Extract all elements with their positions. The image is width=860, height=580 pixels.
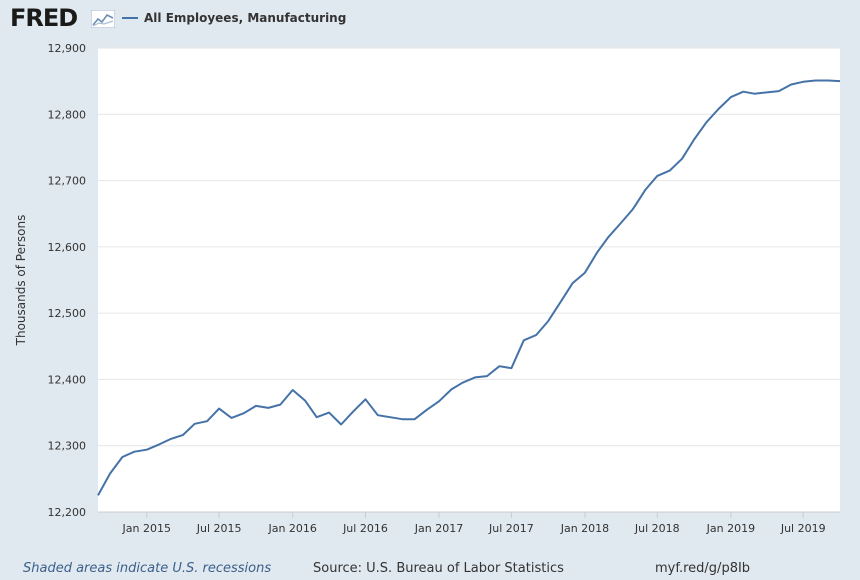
x-tick-label: Jan 2018	[560, 522, 609, 535]
data-point[interactable]	[290, 388, 295, 393]
data-point[interactable]	[595, 250, 600, 255]
data-point[interactable]	[314, 415, 319, 420]
legend-swatch	[122, 17, 138, 19]
data-point[interactable]	[96, 493, 101, 498]
data-point[interactable]	[558, 299, 563, 304]
data-point[interactable]	[437, 399, 442, 404]
data-point[interactable]	[813, 78, 818, 83]
data-point[interactable]	[801, 79, 806, 84]
x-tick-label: Jan 2019	[706, 522, 755, 535]
x-tick-label: Jan 2016	[267, 522, 316, 535]
data-point[interactable]	[253, 403, 258, 408]
x-tick-label: Jan 2015	[122, 522, 171, 535]
plot-area	[98, 48, 840, 512]
data-point[interactable]	[741, 89, 746, 94]
y-tick-label: 12,500	[48, 307, 87, 320]
y-tick-label: 12,900	[48, 42, 87, 55]
data-point[interactable]	[205, 419, 210, 424]
data-point[interactable]	[704, 120, 709, 125]
recession-note: Shaded areas indicate U.S. recessions	[23, 561, 272, 576]
data-point[interactable]	[278, 402, 283, 407]
fred-logo[interactable]: FRED	[10, 4, 78, 32]
chart-header: FRED All Employees, Manufacturing	[0, 0, 860, 40]
legend-series-label: All Employees, Manufacturing	[144, 11, 347, 25]
data-point[interactable]	[229, 415, 234, 420]
chart-legend[interactable]: All Employees, Manufacturing	[122, 11, 346, 25]
data-point[interactable]	[473, 375, 478, 380]
y-tick-label: 12,200	[48, 506, 87, 519]
data-point[interactable]	[728, 95, 733, 100]
data-point[interactable]	[570, 281, 575, 286]
data-point[interactable]	[108, 471, 113, 476]
data-point[interactable]	[643, 187, 648, 192]
short-link[interactable]: myf.red/g/p8Ib	[655, 561, 751, 576]
data-point[interactable]	[144, 447, 149, 452]
y-tick-label: 12,300	[48, 440, 87, 453]
data-point[interactable]	[534, 333, 539, 338]
data-point[interactable]	[217, 406, 222, 411]
data-point[interactable]	[606, 234, 611, 239]
data-point[interactable]	[168, 437, 173, 442]
data-point[interactable]	[157, 442, 162, 447]
source-text: Source: U.S. Bureau of Labor Statistics	[313, 561, 564, 576]
data-point[interactable]	[509, 366, 514, 371]
data-point[interactable]	[327, 410, 332, 415]
x-tick-label: Jul 2018	[634, 522, 680, 535]
data-point[interactable]	[764, 90, 769, 95]
data-point[interactable]	[192, 421, 197, 426]
data-point[interactable]	[339, 422, 344, 427]
data-point[interactable]	[180, 433, 185, 438]
data-point[interactable]	[789, 82, 794, 87]
data-point[interactable]	[120, 455, 125, 460]
x-tick-label: Jul 2015	[196, 522, 242, 535]
data-point[interactable]	[716, 107, 721, 112]
data-point[interactable]	[241, 411, 246, 416]
data-point[interactable]	[303, 398, 308, 403]
series-line-manufacturing[interactable]	[97, 79, 841, 496]
data-point[interactable]	[351, 409, 356, 414]
data-point[interactable]	[680, 156, 685, 161]
y-tick-label: 12,800	[48, 108, 87, 121]
y-tick-label: 12,700	[48, 175, 87, 188]
data-point[interactable]	[485, 374, 490, 379]
data-point[interactable]	[838, 79, 843, 84]
data-point[interactable]	[826, 78, 831, 83]
x-tick-label: Jul 2016	[342, 522, 388, 535]
data-point[interactable]	[132, 449, 137, 454]
data-point[interactable]	[412, 417, 417, 422]
data-point[interactable]	[449, 387, 454, 392]
data-point[interactable]	[266, 405, 271, 410]
y-axis: 12,200 12,300 12,400 12,500 12,600 12,700 12,8…	[48, 42, 87, 519]
data-point[interactable]	[776, 89, 781, 94]
data-point[interactable]	[546, 319, 551, 324]
data-point[interactable]	[752, 91, 757, 96]
data-point[interactable]	[630, 207, 635, 212]
data-point[interactable]	[618, 221, 623, 226]
y-tick-label: 12,600	[48, 241, 87, 254]
x-axis: Jan 2015 Jul 2015 Jan 2016 Jul 2016 Jan 2017…	[98, 511, 840, 535]
data-point[interactable]	[460, 380, 465, 385]
y-axis-title: Thousands of Persons	[14, 215, 28, 347]
data-point[interactable]	[655, 173, 660, 178]
data-point[interactable]	[363, 397, 368, 402]
data-point[interactable]	[692, 137, 697, 142]
data-point[interactable]	[582, 270, 587, 275]
x-tick-label: Jan 2017	[414, 522, 463, 535]
data-point[interactable]	[388, 415, 393, 420]
data-point[interactable]	[375, 413, 380, 418]
data-point[interactable]	[667, 168, 672, 173]
data-point[interactable]	[400, 417, 405, 422]
data-point[interactable]	[424, 407, 429, 412]
trend-chart-icon	[91, 10, 115, 28]
x-tick-label: Jul 2017	[488, 522, 534, 535]
data-point[interactable]	[521, 338, 526, 343]
line-chart: 12,200 12,300 12,400 12,500 12,600 12,700 12,8…	[14, 42, 843, 535]
x-tick-label: Jul 2019	[780, 522, 826, 535]
data-point[interactable]	[497, 364, 502, 369]
y-tick-label: 12,400	[48, 373, 87, 386]
